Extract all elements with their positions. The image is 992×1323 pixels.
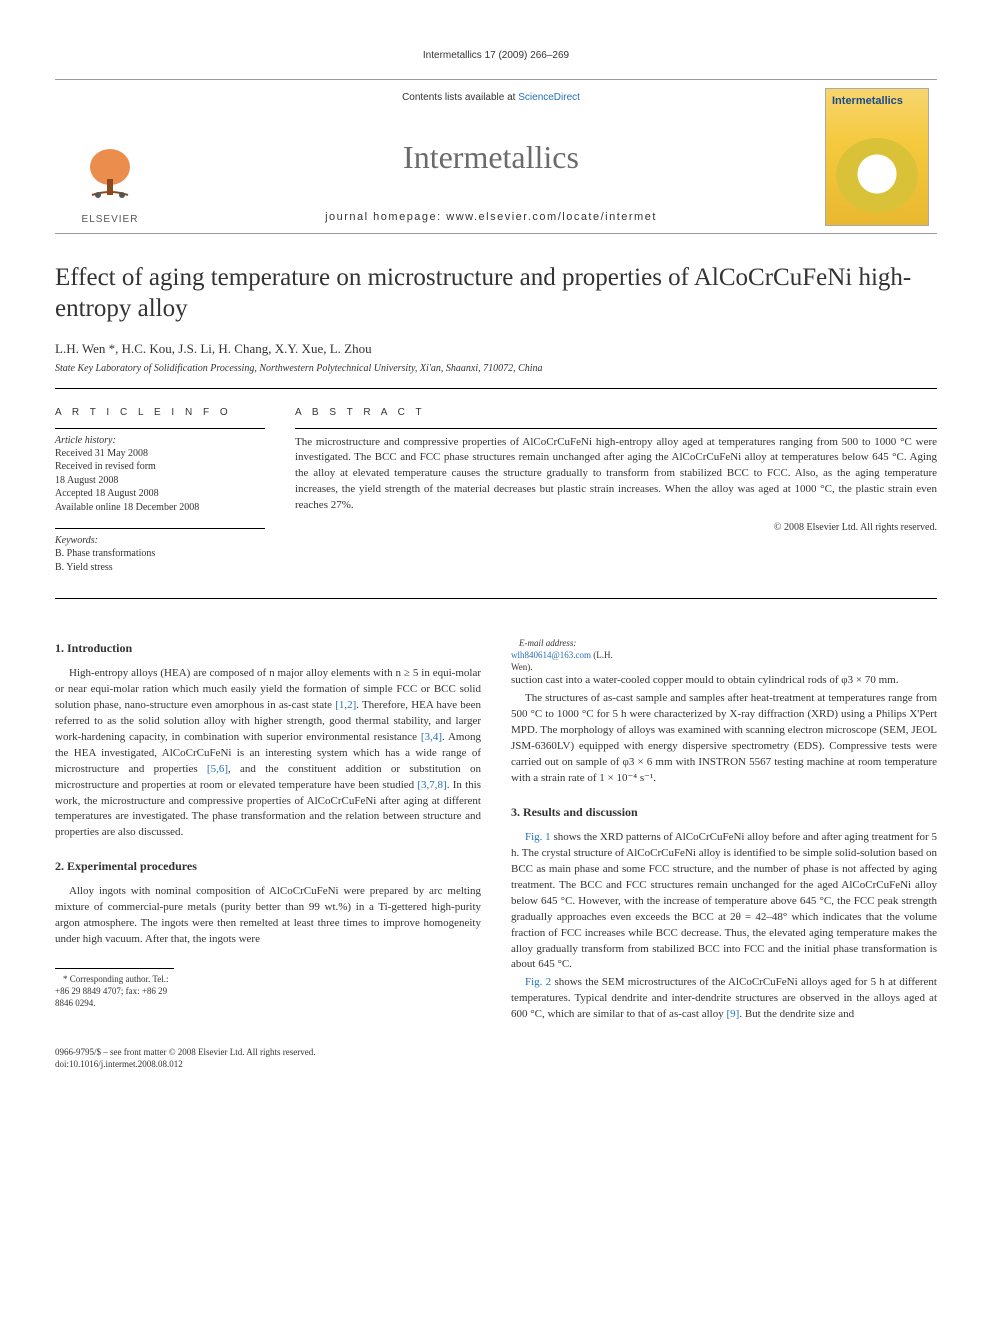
section-2-paragraph-2: suction cast into a water-cooled copper … [511, 673, 937, 689]
running-head: Intermetallics 17 (2009) 266–269 [55, 50, 937, 61]
email-line: E-mail address: wlh840614@163.com (L.H. … [511, 637, 630, 673]
keywords-label: Keywords: [55, 535, 265, 546]
citation-link[interactable]: [9] [726, 1008, 739, 1020]
journal-banner: ELSEVIER Contents lists available at Sci… [55, 79, 937, 234]
abstract-copyright: © 2008 Elsevier Ltd. All rights reserved… [295, 522, 937, 533]
publisher-logo-area: ELSEVIER [55, 80, 165, 233]
article-title: Effect of aging temperature on microstru… [55, 262, 937, 325]
info-rule-1 [55, 428, 265, 429]
bottom-rule [55, 598, 937, 599]
elsevier-tree-icon [80, 145, 140, 205]
author-email-link[interactable]: wlh840614@163.com [511, 650, 591, 660]
citation-link[interactable]: [3,4] [421, 731, 442, 743]
footer-line-1: 0966-9795/$ – see front matter © 2008 El… [55, 1047, 937, 1059]
banner-center: Contents lists available at ScienceDirec… [165, 80, 817, 233]
section-3-paragraph-1: Fig. 1 shows the XRD patterns of AlCoCrC… [511, 830, 937, 973]
contents-available-line: Contents lists available at ScienceDirec… [165, 92, 817, 103]
abstract-text: The microstructure and compressive prope… [295, 435, 937, 515]
keyword-2: B. Yield stress [55, 561, 265, 575]
info-abstract-row: A R T I C L E I N F O Article history: R… [55, 389, 937, 599]
section-introduction: 1. Introduction High-entropy alloys (HEA… [55, 641, 481, 841]
authors-line: L.H. Wen *, H.C. Kou, J.S. Li, H. Chang,… [55, 341, 937, 357]
keywords-block: Keywords: B. Phase transformations B. Yi… [55, 535, 265, 574]
history-label: Article history: [55, 435, 265, 446]
citation-link[interactable]: [5,6] [207, 763, 228, 775]
article-info-column: A R T I C L E I N F O Article history: R… [55, 407, 265, 575]
email-label: E-mail address: [519, 638, 576, 648]
citation-link[interactable]: [1,2] [335, 699, 356, 711]
article-info-heading: A R T I C L E I N F O [55, 407, 265, 418]
cover-image-icon [836, 138, 918, 213]
affiliation: State Key Laboratory of Solidification P… [55, 363, 937, 374]
abstract-heading: A B S T R A C T [295, 407, 937, 418]
article-history: Article history: Received 31 May 2008 Re… [55, 435, 265, 515]
history-revised-2: 18 August 2008 [55, 474, 265, 488]
p-text: shows the SEM microstructures of the AlC… [511, 976, 937, 1020]
section-2-heading: 2. Experimental procedures [55, 859, 481, 874]
corresponding-author-note: * Corresponding author. Tel.: +86 29 884… [55, 973, 174, 1009]
abstract-rule [295, 428, 937, 429]
info-rule-2 [55, 528, 265, 529]
sciencedirect-link[interactable]: ScienceDirect [518, 92, 580, 103]
cover-thumb-area: Intermetallics [817, 80, 937, 233]
section-3-paragraph-2: Fig. 2 shows the SEM microstructures of … [511, 975, 937, 1023]
figure-link[interactable]: Fig. 2 [525, 976, 551, 988]
elsevier-logo: ELSEVIER [59, 145, 161, 225]
section-2-paragraph-1: Alloy ingots with nominal composition of… [55, 884, 481, 948]
cover-title: Intermetallics [832, 95, 903, 107]
section-2-paragraph-3: The structures of as-cast sample and sam… [511, 691, 937, 787]
citation-link[interactable]: [3,7,8] [417, 779, 446, 791]
page-footer: 0966-9795/$ – see front matter © 2008 El… [55, 1047, 937, 1070]
history-online: Available online 18 December 2008 [55, 501, 265, 515]
section-1-paragraph: High-entropy alloys (HEA) are composed o… [55, 666, 481, 841]
journal-cover-thumbnail: Intermetallics [825, 88, 929, 226]
section-1-heading: 1. Introduction [55, 641, 481, 656]
section-experimental: 2. Experimental procedures Alloy ingots … [55, 859, 481, 948]
history-received: Received 31 May 2008 [55, 447, 265, 461]
journal-homepage-line: journal homepage: www.elsevier.com/locat… [165, 211, 817, 223]
body-columns: 1. Introduction High-entropy alloys (HEA… [55, 637, 937, 1025]
figure-link[interactable]: Fig. 1 [525, 831, 551, 843]
abstract-column: A B S T R A C T The microstructure and c… [295, 407, 937, 575]
section-3-heading: 3. Results and discussion [511, 805, 937, 820]
journal-name: Intermetallics [165, 139, 817, 176]
homepage-prefix: journal homepage: [325, 211, 446, 223]
history-revised-1: Received in revised form [55, 460, 265, 474]
footer-line-2: doi:10.1016/j.intermet.2008.08.012 [55, 1059, 937, 1071]
contents-prefix: Contents lists available at [402, 92, 518, 103]
publisher-name: ELSEVIER [59, 214, 161, 225]
title-block: Effect of aging temperature on microstru… [55, 262, 937, 374]
section-results: 3. Results and discussion Fig. 1 shows t… [511, 805, 937, 1023]
section-experimental-cont: suction cast into a water-cooled copper … [511, 673, 937, 787]
homepage-url: www.elsevier.com/locate/intermet [446, 211, 657, 223]
p-text: shows the XRD patterns of AlCoCrCuFeNi a… [511, 831, 937, 971]
history-accepted: Accepted 18 August 2008 [55, 487, 265, 501]
p-text: . But the dendrite size and [739, 1008, 854, 1020]
keyword-1: B. Phase transformations [55, 547, 265, 561]
